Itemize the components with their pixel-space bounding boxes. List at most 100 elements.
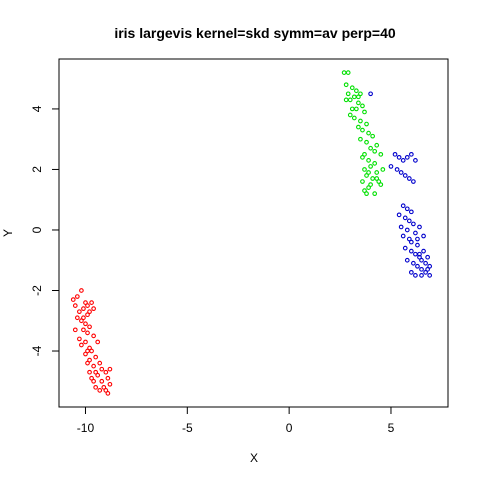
data-point bbox=[347, 97, 353, 103]
data-point bbox=[85, 360, 90, 366]
data-point bbox=[74, 294, 80, 299]
data-point bbox=[366, 170, 371, 175]
data-point bbox=[83, 339, 88, 345]
data-point bbox=[378, 182, 384, 187]
data-point bbox=[388, 164, 394, 169]
data-point bbox=[423, 269, 428, 275]
data-point bbox=[378, 151, 384, 157]
data-point bbox=[77, 336, 82, 342]
data-points bbox=[70, 70, 433, 396]
data-point bbox=[72, 327, 78, 333]
data-point bbox=[368, 164, 373, 169]
data-point bbox=[89, 300, 94, 305]
data-point bbox=[400, 203, 406, 209]
data-point bbox=[396, 154, 402, 160]
data-point bbox=[362, 188, 367, 193]
data-point bbox=[356, 94, 361, 100]
data-point bbox=[404, 227, 410, 233]
y-tick-label: 2 bbox=[30, 166, 44, 173]
data-point bbox=[419, 257, 424, 263]
data-point bbox=[364, 121, 369, 127]
data-point bbox=[358, 118, 363, 124]
data-point bbox=[87, 357, 92, 363]
y-tick-label: -2 bbox=[30, 285, 44, 296]
data-point bbox=[103, 388, 109, 393]
data-point bbox=[408, 269, 414, 275]
data-point bbox=[93, 384, 99, 390]
data-point bbox=[370, 133, 375, 139]
data-point bbox=[105, 391, 111, 396]
data-point bbox=[400, 158, 406, 163]
data-point bbox=[79, 342, 84, 348]
data-point bbox=[421, 233, 426, 239]
data-point bbox=[360, 127, 365, 133]
data-point bbox=[79, 288, 84, 293]
data-point bbox=[366, 130, 371, 136]
data-point bbox=[364, 173, 369, 178]
data-point bbox=[411, 260, 416, 266]
data-point bbox=[83, 321, 88, 327]
data-point bbox=[345, 70, 351, 75]
data-point bbox=[364, 191, 369, 197]
y-tick-label: 4 bbox=[30, 105, 44, 112]
x-tick-label: 5 bbox=[388, 421, 395, 435]
data-point bbox=[349, 106, 355, 112]
data-point bbox=[97, 360, 103, 366]
data-point bbox=[360, 154, 365, 160]
data-point bbox=[425, 254, 430, 260]
data-point bbox=[425, 266, 430, 272]
data-point bbox=[380, 167, 386, 172]
data-point bbox=[91, 363, 96, 369]
data-point bbox=[411, 221, 416, 227]
y-tick-label: -4 bbox=[30, 345, 44, 356]
data-point bbox=[413, 230, 418, 236]
data-point bbox=[408, 209, 414, 215]
data-point bbox=[107, 366, 113, 372]
data-point bbox=[364, 139, 369, 145]
data-point bbox=[417, 254, 422, 260]
data-point bbox=[415, 236, 420, 242]
plot-frame bbox=[58, 58, 449, 408]
data-point bbox=[417, 251, 422, 257]
data-point bbox=[413, 158, 418, 163]
data-point bbox=[419, 273, 424, 278]
data-point bbox=[427, 273, 433, 278]
data-point bbox=[356, 100, 361, 106]
data-point bbox=[413, 251, 418, 257]
data-point bbox=[87, 309, 92, 315]
data-point bbox=[374, 176, 380, 181]
data-point bbox=[372, 191, 378, 197]
data-point bbox=[402, 215, 408, 221]
data-point bbox=[394, 167, 400, 172]
data-point bbox=[77, 309, 82, 315]
data-point bbox=[368, 182, 373, 187]
x-axis-label: X bbox=[250, 451, 258, 465]
data-point bbox=[370, 176, 375, 181]
data-point bbox=[81, 306, 86, 312]
data-point bbox=[404, 257, 410, 263]
data-point bbox=[343, 97, 349, 103]
data-point bbox=[368, 145, 373, 151]
data-point bbox=[374, 170, 380, 175]
data-point bbox=[423, 260, 428, 266]
data-point bbox=[362, 151, 367, 157]
data-point bbox=[91, 306, 96, 312]
data-point bbox=[89, 375, 94, 381]
data-point bbox=[396, 212, 402, 218]
data-point bbox=[402, 245, 408, 251]
data-point bbox=[99, 378, 105, 384]
data-point bbox=[72, 303, 78, 308]
data-point bbox=[351, 115, 357, 121]
data-point bbox=[89, 348, 94, 354]
data-point bbox=[362, 109, 367, 115]
data-point bbox=[74, 315, 80, 321]
data-point bbox=[404, 154, 410, 160]
data-point bbox=[107, 381, 113, 387]
data-point bbox=[85, 312, 90, 318]
data-point bbox=[87, 324, 92, 330]
data-point bbox=[358, 91, 363, 97]
x-axis: -10 -5 0 5 bbox=[77, 407, 395, 435]
y-tick-label: 0 bbox=[30, 226, 44, 233]
data-point bbox=[408, 239, 414, 245]
data-point bbox=[79, 318, 84, 324]
